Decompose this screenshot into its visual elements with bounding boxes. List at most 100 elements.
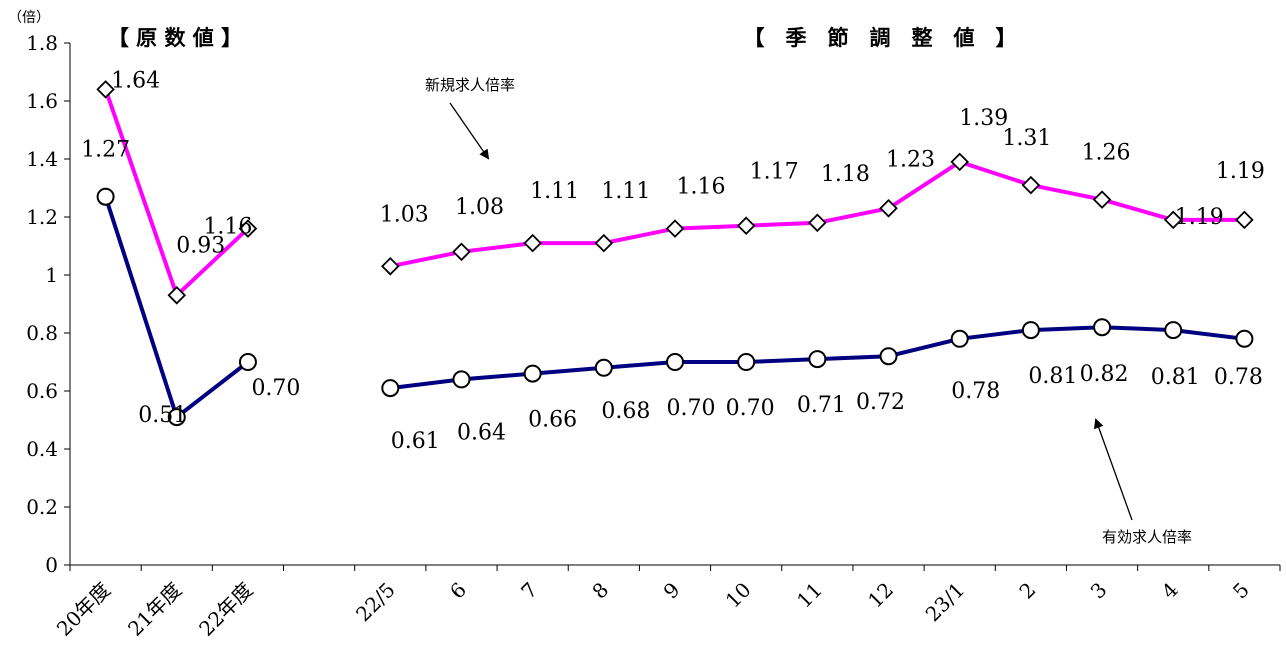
data-label: 1.11 [601, 179, 650, 204]
data-label: 0.70 [726, 396, 775, 421]
data-label: 1.31 [1002, 126, 1051, 151]
data-label: 1.18 [821, 162, 870, 187]
data-label: 1.19 [1216, 159, 1265, 184]
y-tick-label: 0.6 [26, 379, 58, 403]
data-label: 1.64 [111, 68, 160, 93]
data-point-diamond [1021, 175, 1041, 195]
data-labels: 1.640.931.16 1.03 1.081.11 1.11 1.161.17 1.18… [81, 68, 1265, 454]
y-tick-label: 1.6 [26, 89, 58, 113]
x-tick-label: 21年度 [123, 578, 186, 641]
data-label: 0.61 [391, 429, 440, 454]
data-label: 1.16 [203, 215, 252, 240]
x-tick-label: 8 [587, 578, 613, 604]
data-label: 0.78 [1214, 365, 1263, 390]
data-point-circle [381, 379, 400, 398]
data-point-diamond [167, 286, 187, 305]
x-tick-label: 9 [659, 578, 685, 604]
y-tick-label: 1.8 [26, 31, 58, 55]
data-label: 0.68 [601, 399, 650, 424]
y-axis-unit: （倍） [8, 10, 50, 26]
y-tick-label: 1.4 [26, 147, 58, 171]
data-label: 0.51 [138, 403, 187, 428]
data-point-circle [1093, 318, 1112, 337]
data-label: 0.81 [1151, 365, 1200, 390]
y-tick-label: 0.8 [26, 321, 58, 345]
data-label: 1.11 [530, 179, 579, 204]
data-label: 0.93 [176, 233, 225, 258]
x-tick-label: 22年度 [194, 578, 257, 641]
data-point-circle [238, 353, 257, 371]
data-point-diamond [1092, 190, 1112, 209]
data-point-diamond [238, 219, 258, 238]
data-point-diamond [665, 219, 685, 238]
series-label-effective-openings: 有効求人倍率 [1102, 528, 1192, 546]
data-label: 0.72 [856, 390, 905, 415]
y-tick-label: 0.4 [26, 437, 58, 461]
data-point-circle [594, 358, 613, 377]
data-point-circle [167, 408, 186, 427]
data-point-diamond [381, 257, 400, 276]
x-tick-label: 2 [1014, 578, 1040, 604]
data-point-circle [1164, 321, 1183, 340]
x-tick-label: 4 [1157, 578, 1183, 604]
data-point-diamond [452, 242, 471, 262]
data-label: 0.64 [457, 420, 506, 445]
data-point-diamond [523, 233, 542, 253]
x-tick-label: 11 [792, 578, 827, 613]
data-label: 0.71 [797, 393, 846, 418]
data-label: 1.08 [455, 195, 504, 220]
y-tick-label: 0 [45, 553, 58, 577]
data-label: 1.16 [677, 175, 726, 200]
data-point-circle [1235, 329, 1254, 348]
x-tick-label: 5 [1228, 578, 1254, 604]
y-tick-label: 1 [45, 263, 58, 287]
data-point-diamond [736, 216, 756, 235]
data-label: 1.19 [1175, 205, 1224, 230]
data-point-diamond [96, 80, 115, 99]
data-label: 1.03 [380, 202, 429, 227]
data-point-diamond [950, 152, 969, 172]
x-tick-label: 7 [516, 578, 542, 604]
data-point-circle [950, 329, 969, 348]
data-point-diamond [594, 233, 614, 253]
section-title-seasonal: 【 季 節 調 整 値 】 [744, 26, 1017, 50]
data-point-diamond [1163, 210, 1183, 230]
data-point-diamond [1235, 210, 1254, 230]
data-label: 0.70 [667, 396, 716, 421]
series-label-new-openings: 新規求人倍率 [425, 76, 515, 94]
data-point-circle [1021, 321, 1040, 340]
x-tick-label: 6 [445, 578, 471, 604]
x-tick-label: 12 [863, 578, 898, 613]
data-label: 0.66 [528, 408, 577, 433]
data-label: 0.70 [251, 376, 300, 401]
series-markers [96, 80, 1254, 427]
y-tick-label: 1.2 [26, 205, 58, 229]
data-point-circle [808, 350, 827, 369]
data-label: 0.81 [1028, 364, 1077, 389]
section-title-raw: 【 原 数 値 】 [108, 26, 242, 50]
data-point-circle [879, 347, 898, 366]
data-label: 1.26 [1082, 141, 1131, 166]
x-tick-label: 3 [1086, 578, 1112, 604]
series-label-effective-openings-arrow [1094, 418, 1133, 521]
data-label: 0.82 [1080, 362, 1129, 387]
data-point-circle [737, 353, 756, 371]
x-tick-label: 10 [721, 578, 756, 613]
series-label-new-openings-arrow [449, 102, 490, 160]
data-point-diamond [808, 213, 827, 233]
y-tick-label: 0.2 [26, 495, 58, 519]
x-tick-label: 20年度 [52, 578, 115, 641]
data-point-circle [96, 187, 115, 206]
data-label: 1.27 [81, 138, 130, 163]
data-point-circle [452, 370, 471, 389]
data-point-circle [666, 353, 684, 371]
data-label: 1.17 [750, 160, 799, 185]
data-label: 1.23 [886, 147, 935, 172]
x-tick-label: 23/1 [921, 578, 970, 627]
data-point-circle [523, 364, 542, 383]
data-point-diamond [879, 199, 898, 218]
data-label: 1.39 [959, 106, 1008, 131]
x-tick-label: 22/5 [351, 578, 400, 627]
